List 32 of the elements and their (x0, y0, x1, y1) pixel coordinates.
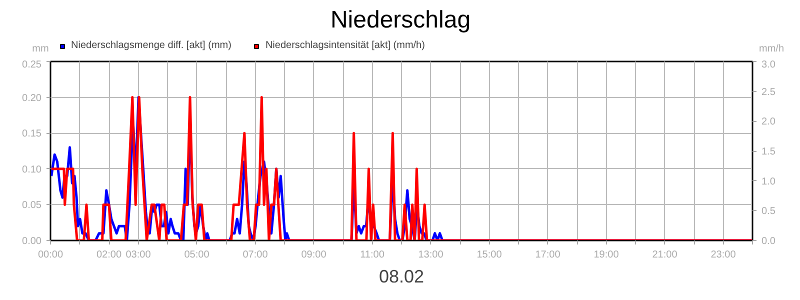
y-tick-label: 0.00 (22, 236, 42, 247)
y2-tick-label: 0.0 (762, 236, 776, 247)
x-tick-label: 07:00 (242, 250, 268, 260)
x-tick-label: 19:00 (594, 250, 620, 260)
y2-tick-label: 3.0 (762, 60, 776, 70)
x-tick-label: 13:00 (418, 250, 444, 260)
y2-tick-label: 2.5 (762, 86, 776, 98)
x-tick-label: 02:00 (96, 250, 122, 260)
x-tick-label: 05:00 (184, 250, 210, 260)
legend-label: Niederschlagsmenge diff. [akt] (mm) (71, 40, 232, 51)
y2-tick-label: 1.5 (762, 146, 776, 158)
y-tick-label: 0.05 (22, 200, 42, 212)
x-tick-label: 21:00 (652, 250, 678, 260)
x-tick-label: 03:00 (126, 250, 152, 260)
x-tick-label: 11:00 (360, 250, 385, 260)
x-tick-label: 00:00 (38, 250, 64, 260)
x-axis-title: 08.02 (378, 266, 424, 286)
chart-title: Niederschlag (330, 6, 471, 34)
y-tick-label: 0.15 (22, 128, 42, 140)
y-tick-label: 0.25 (22, 60, 42, 70)
x-tick-label: 23:00 (710, 250, 736, 260)
x-tick-label: 09:00 (301, 250, 327, 260)
legend-label: Niederschlagsintensität [akt] (mm/h) (265, 40, 425, 51)
x-tick-label: 17:00 (535, 250, 561, 260)
y2-axis-title: mm/h (759, 44, 784, 54)
y-tick-label: 0.20 (22, 92, 42, 104)
y-tick-label: 0.10 (22, 164, 42, 176)
x-tick-label: 15:00 (476, 250, 502, 260)
y2-tick-label: 2.0 (762, 116, 776, 128)
y2-tick-label: 1.0 (762, 176, 776, 188)
y2-tick-label: 0.5 (762, 206, 776, 218)
y-axis-title: mm (32, 44, 49, 54)
